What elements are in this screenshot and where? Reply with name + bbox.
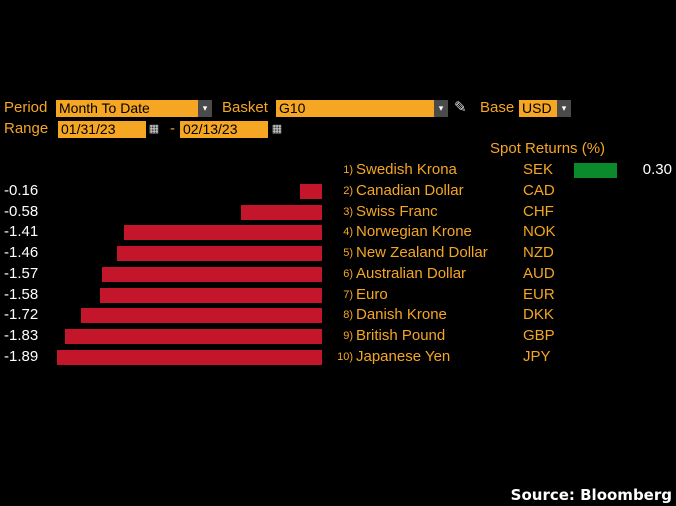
currency-code: EUR bbox=[523, 285, 555, 303]
range-start-calendar-icon[interactable]: ▦ bbox=[148, 121, 160, 138]
currency-name: New Zealand Dollar bbox=[356, 244, 488, 261]
negative-return-bar bbox=[124, 225, 322, 241]
negative-return-bar bbox=[240, 204, 322, 220]
rank-label: 8) bbox=[343, 309, 353, 322]
negative-return-bar bbox=[100, 287, 322, 303]
currency-name: Swiss Franc bbox=[356, 202, 438, 220]
rank-label: 1) bbox=[343, 164, 353, 176]
basket-select[interactable]: G10 bbox=[276, 100, 434, 117]
range-end-calendar-icon[interactable]: ▦ bbox=[271, 121, 283, 138]
return-value-label: -1.83 bbox=[4, 327, 39, 344]
source-credit: Source: Bloomberg bbox=[510, 486, 672, 504]
rank-label: 3) bbox=[343, 205, 353, 218]
negative-return-bar bbox=[299, 183, 322, 199]
period-dropdown-chevron-icon[interactable]: ▾ bbox=[198, 100, 212, 117]
currency-name: Swedish Krona bbox=[356, 161, 457, 178]
range-label: Range bbox=[4, 120, 49, 137]
currency-code: CHF bbox=[523, 202, 554, 220]
currency-name: Japanese Yen bbox=[356, 347, 451, 365]
return-value-label: -0.16 bbox=[4, 181, 39, 199]
currency-code: JPY bbox=[523, 347, 551, 365]
currency-code: DKK bbox=[523, 306, 554, 324]
rank-label: 4) bbox=[343, 226, 353, 239]
period-label: Period bbox=[4, 99, 48, 116]
return-value-label: 0.30 bbox=[642, 161, 672, 178]
return-value-label: -1.41 bbox=[4, 223, 39, 241]
currency-name: Norwegian Krone bbox=[356, 223, 472, 241]
range-separator: - bbox=[170, 120, 175, 137]
rank-label: 5) bbox=[343, 247, 353, 259]
currency-name: Danish Krone bbox=[356, 306, 447, 324]
pencil-edit-icon[interactable]: ✎ bbox=[454, 99, 467, 116]
period-select[interactable]: Month To Date bbox=[56, 100, 198, 117]
positive-return-bar bbox=[574, 163, 617, 178]
range-end-input[interactable]: 02/13/23 bbox=[180, 121, 268, 138]
currency-code: SEK bbox=[523, 161, 554, 178]
currency-code: CAD bbox=[523, 181, 555, 199]
return-value-label: -1.58 bbox=[4, 285, 39, 303]
basket-dropdown-chevron-icon[interactable]: ▾ bbox=[434, 100, 448, 117]
currency-name: British Pound bbox=[356, 327, 446, 344]
currency-name: Australian Dollar bbox=[356, 264, 467, 282]
range-start-input[interactable]: 01/31/23 bbox=[58, 121, 146, 138]
rank-label: 7) bbox=[343, 288, 353, 301]
negative-return-bar bbox=[65, 329, 322, 344]
currency-code: AUD bbox=[523, 264, 555, 282]
currency-code: NOK bbox=[523, 223, 556, 241]
return-value-label: -1.72 bbox=[4, 306, 39, 324]
rank-label: 6) bbox=[343, 267, 353, 280]
return-value-label: -1.57 bbox=[4, 264, 39, 282]
return-value-label: -0.58 bbox=[4, 202, 39, 220]
currency-name: Euro bbox=[356, 285, 388, 303]
rank-label: 9) bbox=[343, 330, 353, 342]
currency-name: Canadian Dollar bbox=[356, 181, 464, 199]
currency-code: GBP bbox=[523, 327, 555, 344]
negative-return-bar bbox=[101, 266, 322, 282]
basket-label: Basket bbox=[222, 99, 268, 116]
spot-returns-header: Spot Returns (%) bbox=[490, 140, 606, 157]
currency-code: NZD bbox=[523, 244, 554, 261]
negative-return-bar bbox=[57, 349, 322, 365]
base-dropdown-chevron-icon[interactable]: ▾ bbox=[557, 100, 571, 117]
negative-return-bar bbox=[117, 246, 322, 261]
base-label: Base bbox=[480, 99, 515, 116]
rank-label: 10) bbox=[337, 350, 353, 363]
negative-return-bar bbox=[80, 308, 322, 324]
rank-label: 2) bbox=[343, 184, 353, 197]
return-value-label: -1.46 bbox=[4, 244, 39, 261]
return-value-label: -1.89 bbox=[4, 347, 39, 365]
base-currency-select[interactable]: USD bbox=[519, 100, 557, 117]
